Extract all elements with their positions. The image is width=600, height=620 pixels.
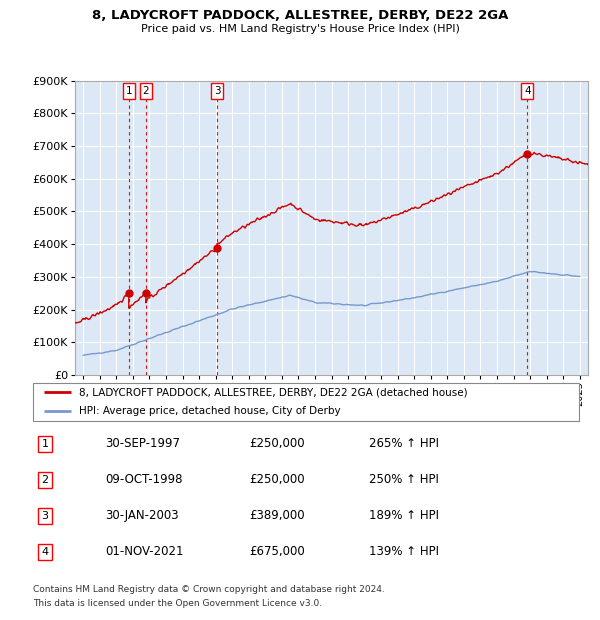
Text: £250,000: £250,000	[249, 474, 305, 486]
Text: £389,000: £389,000	[249, 510, 305, 522]
Text: 8, LADYCROFT PADDOCK, ALLESTREE, DERBY, DE22 2GA: 8, LADYCROFT PADDOCK, ALLESTREE, DERBY, …	[92, 9, 508, 22]
Text: This data is licensed under the Open Government Licence v3.0.: This data is licensed under the Open Gov…	[33, 598, 322, 608]
Text: HPI: Average price, detached house, City of Derby: HPI: Average price, detached house, City…	[79, 407, 340, 417]
Text: Contains HM Land Registry data © Crown copyright and database right 2024.: Contains HM Land Registry data © Crown c…	[33, 585, 385, 594]
Text: 30-JAN-2003: 30-JAN-2003	[105, 510, 179, 522]
Text: 8, LADYCROFT PADDOCK, ALLESTREE, DERBY, DE22 2GA (detached house): 8, LADYCROFT PADDOCK, ALLESTREE, DERBY, …	[79, 387, 467, 397]
Text: 4: 4	[41, 547, 49, 557]
Text: 189% ↑ HPI: 189% ↑ HPI	[369, 510, 439, 522]
Text: 01-NOV-2021: 01-NOV-2021	[105, 546, 184, 558]
Text: 1: 1	[125, 86, 132, 96]
Text: £250,000: £250,000	[249, 438, 305, 450]
Text: 3: 3	[41, 511, 49, 521]
Text: Price paid vs. HM Land Registry's House Price Index (HPI): Price paid vs. HM Land Registry's House …	[140, 24, 460, 33]
Text: 2: 2	[143, 86, 149, 96]
Text: 1: 1	[41, 439, 49, 449]
Text: 09-OCT-1998: 09-OCT-1998	[105, 474, 182, 486]
Text: 30-SEP-1997: 30-SEP-1997	[105, 438, 180, 450]
FancyBboxPatch shape	[33, 383, 578, 421]
Text: 139% ↑ HPI: 139% ↑ HPI	[369, 546, 439, 558]
Text: 4: 4	[524, 86, 530, 96]
Text: £675,000: £675,000	[249, 546, 305, 558]
Text: 265% ↑ HPI: 265% ↑ HPI	[369, 438, 439, 450]
Text: 250% ↑ HPI: 250% ↑ HPI	[369, 474, 439, 486]
Text: 2: 2	[41, 475, 49, 485]
Text: 3: 3	[214, 86, 220, 96]
